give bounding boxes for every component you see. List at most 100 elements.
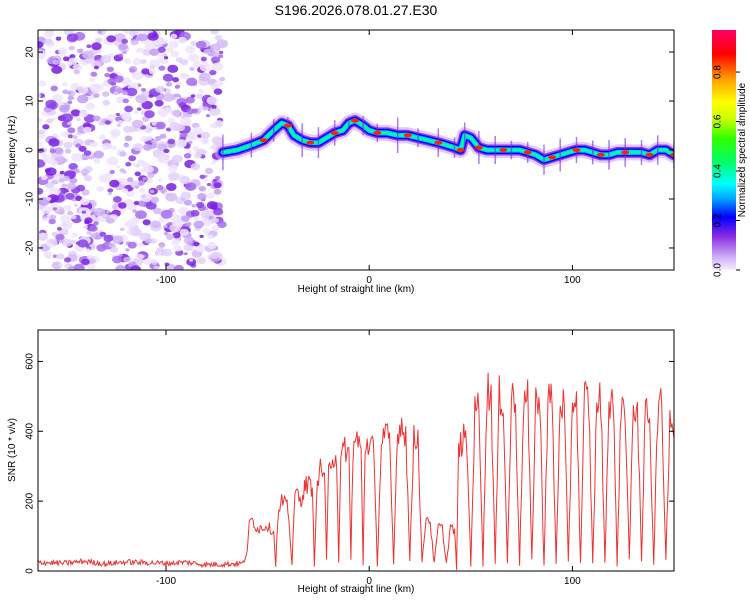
y-tick-label: 600 (25, 353, 36, 370)
noise-speck (121, 188, 129, 194)
ridge-peak (283, 123, 292, 128)
ridge-peak (474, 145, 483, 150)
noise-speck (183, 237, 193, 245)
noise-speck (70, 109, 81, 117)
ridge-peak (499, 148, 508, 152)
noise-speck (193, 220, 205, 229)
noise-speck (153, 265, 160, 270)
noise-speck (211, 62, 224, 72)
noise-speck (124, 105, 133, 113)
noise-speck (193, 216, 200, 221)
noise-speck (100, 55, 112, 64)
noise-speck (52, 94, 63, 102)
y-tick-label: 200 (25, 492, 36, 509)
noise-speck (151, 258, 157, 263)
noise-speck (61, 82, 68, 87)
noise-speck (206, 96, 218, 105)
noise-speck (90, 247, 96, 251)
noise-speck (40, 152, 48, 158)
snr-panel: -100 0 100 0 200 400 600 Height of straight l… (7, 329, 675, 595)
noise-speck (158, 65, 166, 71)
noise-speck (212, 51, 219, 57)
noise-speck (131, 119, 144, 129)
noise-speck (204, 167, 214, 175)
noise-speck (117, 119, 124, 124)
noise-speck (109, 170, 115, 174)
noise-speck (200, 131, 211, 139)
noise-speck (154, 136, 162, 141)
noise-speck (142, 177, 148, 181)
noise-speck (171, 109, 181, 117)
noise-speck (197, 193, 207, 200)
noise-speck (158, 243, 165, 248)
noise-speck (122, 50, 127, 55)
noise-speck (58, 178, 65, 183)
noise-speck (215, 176, 221, 180)
noise-speck (213, 188, 222, 195)
noise-speck (201, 217, 209, 224)
noise-speck (102, 99, 111, 106)
noise-speck (50, 85, 58, 92)
noise-speck (152, 207, 162, 215)
noise-speck (170, 33, 178, 39)
noise-speck (93, 150, 104, 159)
noise-speck (156, 57, 164, 62)
noise-speck (191, 204, 196, 208)
noise-speck (190, 41, 198, 46)
noise-speck (52, 207, 58, 211)
noise-speck (107, 188, 114, 193)
noise-speck (198, 186, 207, 192)
noise-speck (124, 135, 133, 142)
noise-speck (192, 126, 203, 135)
noise-speck (203, 178, 209, 182)
noise-speck (165, 106, 171, 111)
noise-speck (130, 265, 141, 270)
noise-speck (199, 234, 204, 238)
noise-speck (206, 192, 216, 199)
noise-speck (68, 45, 75, 51)
noise-speck (89, 141, 99, 148)
noise-speck (78, 145, 87, 152)
noise-speck (130, 180, 141, 189)
noise-speck (137, 242, 144, 248)
noise-speck (166, 183, 177, 191)
noise-speck (140, 193, 152, 202)
noise-speck (155, 121, 166, 130)
noise-speck (130, 39, 139, 46)
noise-speck (92, 115, 101, 122)
noise-speck (181, 215, 190, 222)
noise-speck (46, 118, 53, 124)
noise-speck (68, 163, 78, 170)
noise-speck (133, 200, 140, 206)
noise-speck (211, 161, 217, 165)
noise-speck (46, 197, 52, 201)
noise-speck (38, 187, 44, 195)
noise-speck (62, 89, 69, 95)
x-tick-label: 100 (564, 576, 581, 587)
noise-speck (93, 158, 101, 164)
noise-speck (67, 95, 75, 101)
noise-speck (38, 117, 43, 124)
noise-speck (77, 86, 89, 95)
spectrogram-y-ticks: -20 -10 0 10 20 (25, 46, 674, 255)
noise-speck (41, 175, 48, 181)
noise-speck (147, 172, 155, 178)
noise-speck (81, 189, 90, 196)
noise-speck (40, 232, 46, 236)
noise-speck (157, 178, 163, 182)
colorbar-tick-label: 0.4 (713, 164, 724, 178)
noise-speck (91, 42, 102, 51)
noise-speck (115, 112, 121, 117)
noise-speck (106, 217, 115, 224)
noise-speck (144, 128, 149, 132)
noise-speck (60, 113, 73, 123)
noise-speck (159, 133, 167, 139)
noise-speck (67, 134, 73, 139)
noise-speck (52, 254, 58, 258)
noise-speck (82, 172, 87, 177)
noise-speck (56, 253, 65, 260)
noise-speck (183, 244, 193, 252)
noise-speck (59, 104, 70, 113)
noise-speck (89, 233, 97, 239)
noise-speck (164, 262, 170, 267)
